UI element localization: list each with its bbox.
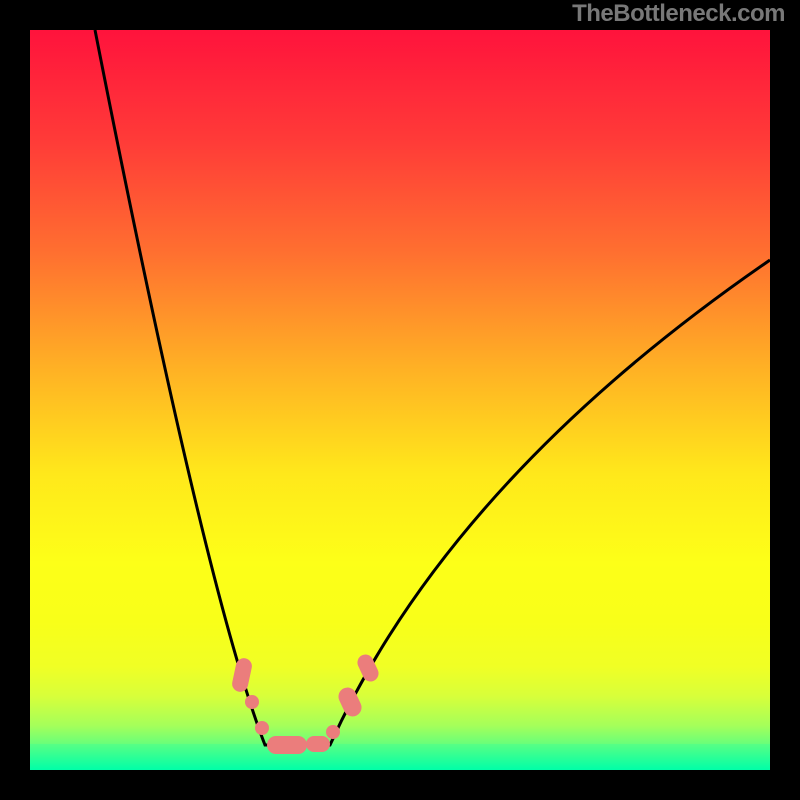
bottleneck-curve (30, 30, 770, 770)
marker (306, 736, 330, 752)
marker (255, 721, 269, 735)
marker (326, 725, 340, 739)
frame: TheBottleneck.com (0, 0, 800, 800)
watermark-text: TheBottleneck.com (572, 0, 785, 28)
plot-area (30, 30, 770, 770)
marker (267, 736, 307, 754)
marker (245, 695, 259, 709)
